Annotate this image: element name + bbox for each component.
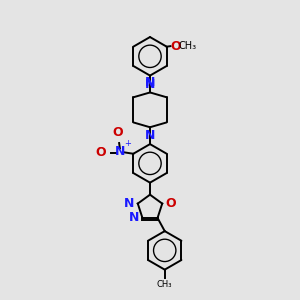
Text: O: O xyxy=(165,197,176,210)
Text: N: N xyxy=(145,78,155,91)
Text: N: N xyxy=(145,129,155,142)
Text: N: N xyxy=(145,76,155,89)
Text: O: O xyxy=(95,146,106,159)
Text: CH₃: CH₃ xyxy=(178,41,196,51)
Text: N: N xyxy=(129,212,139,224)
Text: O: O xyxy=(113,126,123,139)
Text: CH₃: CH₃ xyxy=(157,280,172,289)
Text: N: N xyxy=(124,197,135,210)
Text: N: N xyxy=(115,145,126,158)
Text: ⁻: ⁻ xyxy=(97,145,103,155)
Text: +: + xyxy=(124,140,131,148)
Text: O: O xyxy=(171,40,181,52)
